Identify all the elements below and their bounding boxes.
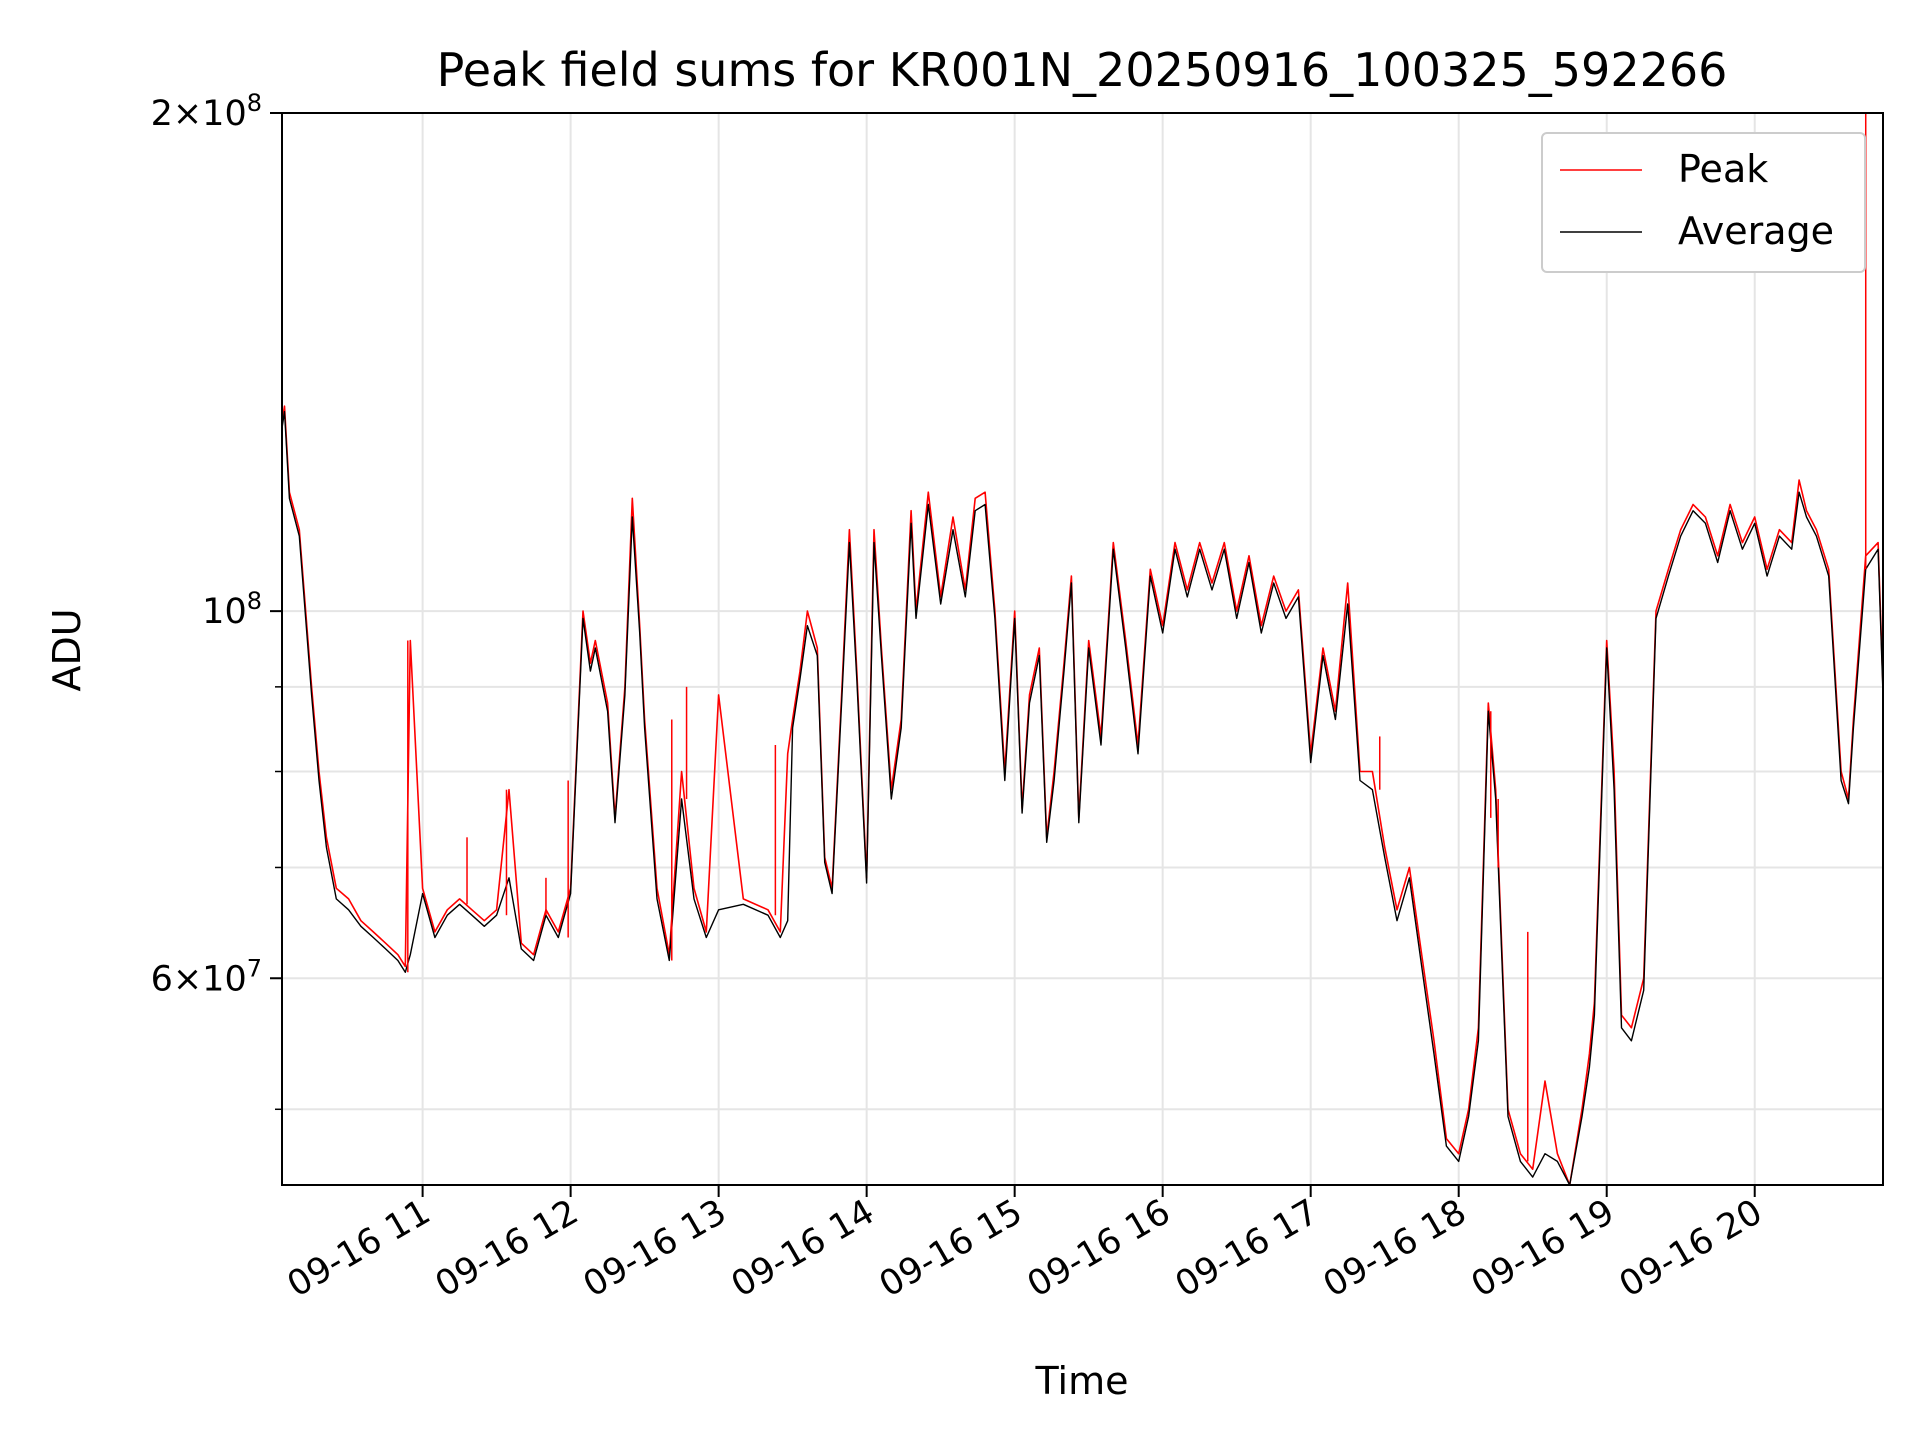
series-layer — [281, 113, 1884, 1186]
plot-frame — [281, 112, 1884, 1186]
y-tick-label: 6×107 — [151, 954, 262, 999]
legend-label-peak: Peak — [1678, 147, 1768, 191]
legend: Peak Average — [1541, 132, 1866, 273]
legend-box — [1541, 132, 1866, 273]
x-axis-label: Time — [1035, 1359, 1129, 1403]
grid-lines — [282, 112, 1883, 1185]
y-axis-label: ADU — [45, 608, 89, 691]
legend-label-average: Average — [1678, 209, 1834, 253]
y-tick-label: 2×108 — [151, 89, 262, 134]
chart-title: Peak field sums for KR001N_20250916_1003… — [437, 43, 1728, 97]
